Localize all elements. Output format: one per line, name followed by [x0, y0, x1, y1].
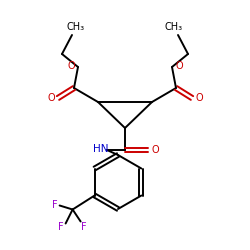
- Text: O: O: [175, 61, 183, 71]
- Text: F: F: [52, 200, 58, 209]
- Text: HN: HN: [93, 144, 109, 154]
- Text: CH₃: CH₃: [67, 22, 85, 32]
- Text: CH₃: CH₃: [165, 22, 183, 32]
- Text: F: F: [81, 222, 86, 232]
- Text: O: O: [151, 145, 159, 155]
- Text: O: O: [47, 93, 55, 103]
- Text: O: O: [67, 61, 75, 71]
- Text: F: F: [58, 222, 64, 232]
- Text: O: O: [195, 93, 203, 103]
